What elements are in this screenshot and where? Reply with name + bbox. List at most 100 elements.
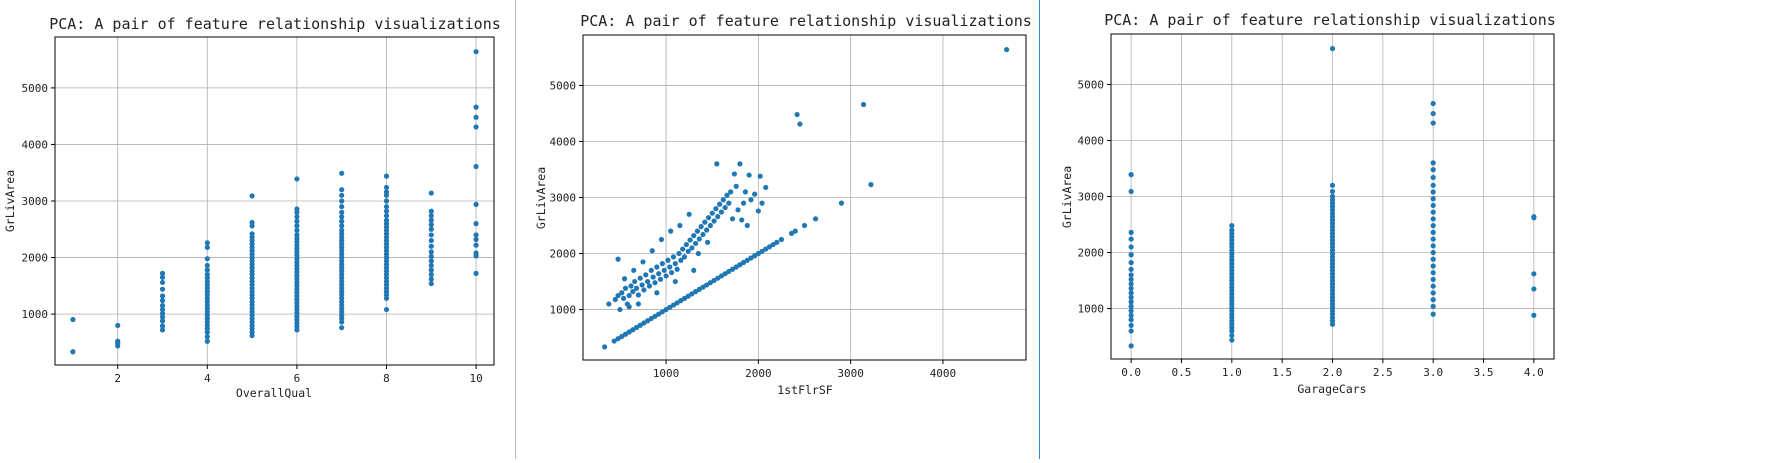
scatter-point [1430,236,1436,242]
scatter-point [630,289,636,295]
scatter-point [632,278,638,285]
scatter-point [1128,229,1134,235]
scatter-point [1128,322,1134,328]
scatter-point [672,278,678,285]
y-tick-label: 1000 [1078,303,1105,316]
scatter-point [159,310,166,317]
scatter-point [731,171,737,177]
scatter-point [294,218,300,224]
scatter-point [716,201,723,207]
scatter-point [473,114,479,120]
scatter-point [696,236,702,242]
y-axis-label: GrLivArea [534,167,548,229]
scatter-point [676,250,682,257]
scatter-point [722,204,728,211]
scatter-point [704,227,710,233]
x-tick-label: 3000 [837,367,864,380]
scatter-point [648,267,654,273]
scatter-point [383,173,390,179]
x-tick-label: 3.5 [1474,366,1494,379]
scatter-point [1128,260,1134,266]
scatter-point [687,237,693,243]
scatter-point [601,344,608,350]
scatter-point [654,290,660,296]
scatter-point [633,285,640,291]
scatter-point [159,297,166,304]
scatter-point [685,248,691,254]
scatter-point [428,232,434,238]
y-tick-label: 5000 [1078,78,1105,91]
scatter-point [1430,297,1436,303]
y-tick-label: 4000 [550,135,577,148]
scatter-point [868,182,874,188]
scatter-point [428,276,434,282]
scatter-point [1128,172,1134,178]
scatter-point [621,276,628,282]
scatter-point [726,200,732,206]
scatter-point [1128,276,1134,283]
y-tick-label: 4000 [22,138,49,151]
y-tick-label: 5000 [22,82,49,95]
scatter-point [1430,229,1436,235]
scatter-point [1430,263,1436,269]
scatter-point [691,267,697,273]
scatter-point [339,204,345,210]
scatter-point [1329,45,1336,52]
scatter-point [646,283,653,289]
scatter-point [657,276,664,282]
scatter-point [428,267,434,273]
scatter-point [339,218,345,224]
scatter-point [115,338,121,344]
scatter-point [683,241,689,248]
scatter-point [650,274,656,280]
scatter-point [294,176,300,182]
y-tick-label: 5000 [550,79,577,92]
scatter-point [473,236,479,243]
x-tick-label: 4 [204,372,211,385]
scatter-point [473,201,479,207]
scatter-point [718,209,725,215]
scatter-point [838,200,845,206]
scatter-point [383,184,390,191]
scatter-point [691,233,697,239]
scatter-point [645,278,651,285]
scatter-point [1329,182,1336,188]
scatter-point [759,200,765,206]
scatter-point [1128,236,1134,242]
x-axis-label: OverallQual [236,386,312,400]
scatter-point [740,200,747,206]
scatter-point [428,243,434,249]
scatter-point [428,262,434,269]
scatter-point [677,222,683,229]
scatter-point [678,257,684,263]
scatter-point [700,231,706,238]
scatter-point [1430,290,1436,296]
y-tick-label: 2000 [550,248,577,261]
scatter-point [294,206,300,212]
scatter-point [473,124,479,130]
scatter-point [635,292,641,298]
scatter-point [1430,196,1436,202]
scatter-point [707,222,713,229]
x-tick-label: 2 [114,372,121,385]
scatter-point [1128,328,1134,334]
scatter-point [339,198,345,204]
scatter-point [159,293,166,299]
scatter-point [661,267,667,273]
x-tick-label: 6 [294,372,301,385]
scatter-point [643,272,649,278]
scatter-point [619,290,625,296]
y-tick-label: 4000 [1078,134,1105,147]
scatter-point [797,121,803,127]
scatter-point [294,227,300,234]
scatter-chart-2: PCA: A pair of feature relationship visu… [534,12,1032,397]
scatter-point [473,270,479,276]
scatter-point [711,218,717,224]
scatter-point [746,172,752,178]
y-axis-label: GrLivArea [3,170,17,232]
scatter-point [1531,214,1537,220]
scatter-point [720,197,726,203]
scatter-point [674,266,680,272]
scatter-point [159,323,166,329]
scatter-point [792,228,798,234]
